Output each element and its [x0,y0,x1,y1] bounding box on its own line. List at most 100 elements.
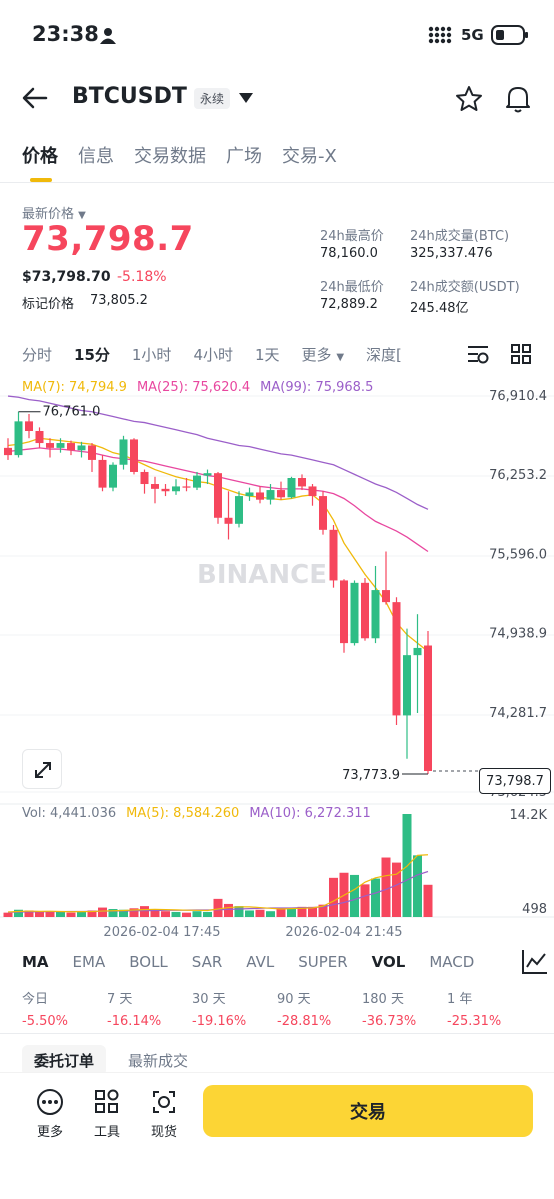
indicator-avl[interactable]: AVL [246,953,275,971]
candle-body [109,464,117,488]
last-price: 73,798.7 [22,219,194,259]
volume-bar [423,884,433,917]
candle-body [224,517,233,524]
chart-settings-icon[interactable] [466,343,490,365]
y-tick-label: 76,910.4 [489,389,547,404]
volume-bar [245,910,254,917]
indicator-ema[interactable]: EMA [72,953,106,971]
symbol-dropdown-icon[interactable] [238,92,254,104]
y-tick-label: 75,596.0 [489,547,547,562]
depth-tab[interactable]: 深度[ [366,346,402,364]
candle-body [98,459,107,488]
trade-button[interactable]: 交易 [203,1085,533,1137]
star-icon[interactable] [455,85,483,113]
tab-price[interactable]: 价格 [22,142,58,182]
indicator-boll[interactable]: BOLL [129,953,168,971]
x-tick-label: 2026-02-04 21:45 [285,925,402,940]
layout-grid-icon[interactable] [510,343,532,365]
volume-bar [255,909,265,917]
timeframe-1d[interactable]: 1天 [254,346,280,364]
more-button[interactable]: 更多 [32,1087,68,1140]
candle-body [350,582,359,644]
candle-body [119,439,128,465]
main-tabs: 价格 信息 交易数据 广场 交易-X [22,142,337,182]
y-tick-label: 74,938.9 [489,627,547,642]
volume-bar [266,911,275,917]
volume-bar [140,906,149,917]
ma7-legend: MA(7): 74,794.9 [22,380,127,395]
tab-latest-trades[interactable]: 最新成交 [128,1052,189,1070]
volume-bar [413,855,422,917]
bell-icon[interactable] [504,84,532,114]
timeframe-more[interactable]: 更多 ▼ [301,346,345,364]
timeframe-4h[interactable]: 4小时 [193,346,233,364]
tab-info[interactable]: 信息 [78,146,114,167]
candle-body [245,492,254,497]
spot-label: 现货 [150,1125,177,1140]
volume-bar [287,907,296,917]
indicator-vol[interactable]: VOL [371,953,406,971]
indicator-sar[interactable]: SAR [191,953,223,971]
volume-bar [234,906,244,917]
candle-body [193,475,201,488]
volume-bar [66,912,76,917]
tab-square[interactable]: 广场 [226,146,262,167]
indicator-settings-button[interactable] [512,945,554,979]
candle-body [203,473,212,476]
low-24h-value: 72,889.2 [320,297,378,312]
order-tabs: 委托订单 最新成交 [22,1045,198,1076]
candle-body [4,447,12,456]
volume-bar [224,903,233,917]
candle-body [256,492,264,500]
volume-ma5-legend: MA(5): 8,584.260 [126,806,240,821]
volume-bar [371,878,380,917]
tools-grid-icon [95,1089,119,1113]
tab-trading-data[interactable]: 交易数据 [134,146,206,167]
mark-price-label: 标记价格 [22,297,75,312]
tab-open-orders[interactable]: 委托订单 [22,1045,107,1076]
candle-body [56,443,65,448]
candle-body [361,582,369,639]
perf-30d: 30 天 -19.16% [192,992,247,1029]
volume-bar [45,911,55,917]
candlestick-chart[interactable]: BINANCE 76,910.4 76,253.2 75,596.0 74,938.9… [0,380,554,940]
timeframe-line[interactable]: 分时 [22,346,53,364]
volume-bar [87,910,97,917]
candle-body [308,486,317,497]
symbol-title[interactable]: BTCUSDT [72,84,187,109]
candle-body [266,490,275,500]
contract-type-badge: 永续 [194,88,231,109]
period-performance: 今日 -5.50% 7 天 -16.14% 30 天 -19.16% 90 天 -28.… [22,988,532,1029]
x-tick-label: 2026-02-04 17:45 [103,925,220,940]
volume-bar [182,912,191,917]
indicator-super[interactable]: SUPER [298,953,348,971]
candle-body [340,580,348,644]
volume-bar [381,857,391,917]
perf-7d: 7 天 -16.14% [107,992,162,1029]
volume-bar [77,911,86,917]
candle-body [392,602,401,716]
signal-icon [428,26,452,44]
candle-body [35,430,44,444]
indicator-ma[interactable]: MA [22,953,49,971]
back-arrow-icon[interactable] [22,86,48,110]
candle-body [88,445,96,460]
candle-body [235,496,243,524]
volume-bar [119,909,128,917]
fullscreen-button[interactable] [22,749,62,789]
volume-bar [192,911,202,917]
tab-trade-x[interactable]: 交易-X [282,146,337,167]
last-price-label[interactable]: 最新价格 ▼ [22,207,86,222]
volume-bar [14,909,23,917]
status-time: 23:38 [32,22,99,46]
candle-body [182,486,191,488]
timeframe-1h[interactable]: 1小时 [131,346,172,364]
expand-icon [35,762,51,778]
candle-body [319,496,327,530]
volume-bar [276,907,286,917]
timeframe-15m[interactable]: 15分 [74,346,110,364]
tools-button[interactable]: 工具 [91,1087,123,1140]
indicator-macd[interactable]: MACD [429,953,475,971]
spot-button[interactable]: 现货 [147,1087,181,1140]
volume-legend: Vol: 4,441.036 MA(5): 8,584.260 MA(10): … [22,806,371,821]
